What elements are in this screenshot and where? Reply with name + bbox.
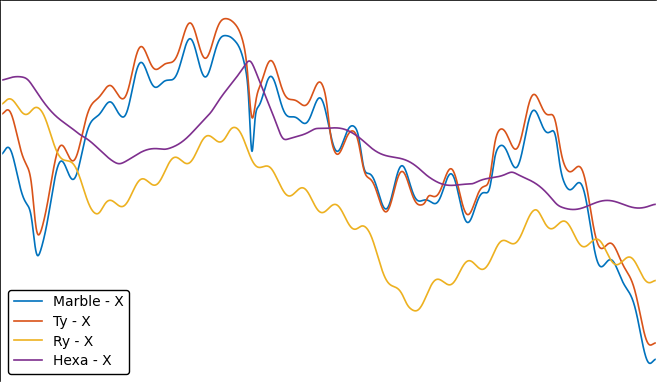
Marble - X [221, 33, 229, 38]
Ty - X [0, 112, 5, 117]
Marble - X [513, 165, 521, 170]
Ry - X [652, 278, 657, 283]
Ry - X [31, 105, 39, 110]
Line: Ty - X: Ty - X [1, 19, 656, 345]
Hexa - X [31, 87, 39, 91]
Ry - X [411, 309, 419, 313]
Marble - X [633, 313, 641, 318]
Hexa - X [569, 207, 577, 212]
Ty - X [513, 146, 521, 151]
Ry - X [0, 102, 5, 106]
Hexa - X [633, 206, 641, 210]
Ry - X [6, 97, 14, 101]
Line: Ry - X: Ry - X [1, 99, 656, 311]
Ty - X [298, 103, 306, 107]
Marble - X [652, 357, 657, 362]
Hexa - X [245, 59, 253, 63]
Ry - X [633, 263, 641, 267]
Marble - X [31, 242, 39, 246]
Hexa - X [513, 172, 521, 176]
Ry - X [298, 186, 306, 190]
Ty - X [31, 215, 39, 219]
Ty - X [633, 297, 641, 301]
Hexa - X [0, 78, 5, 83]
Hexa - X [652, 202, 657, 207]
Ty - X [652, 341, 657, 345]
Ry - X [513, 239, 521, 244]
Hexa - X [633, 206, 641, 210]
Marble - X [298, 120, 306, 125]
Ty - X [646, 343, 654, 347]
Line: Hexa - X: Hexa - X [1, 61, 656, 209]
Ry - X [633, 264, 641, 268]
Hexa - X [298, 133, 306, 137]
Marble - X [646, 361, 654, 366]
Legend: Marble - X, Ty - X, Ry - X, Hexa - X: Marble - X, Ty - X, Ry - X, Hexa - X [9, 290, 129, 374]
Ty - X [221, 16, 229, 21]
Hexa - X [316, 126, 324, 131]
Marble - X [633, 312, 641, 317]
Ry - X [316, 210, 324, 214]
Marble - X [316, 96, 324, 100]
Marble - X [0, 152, 5, 156]
Ty - X [316, 80, 324, 84]
Ty - X [633, 295, 641, 300]
Line: Marble - X: Marble - X [1, 36, 656, 363]
